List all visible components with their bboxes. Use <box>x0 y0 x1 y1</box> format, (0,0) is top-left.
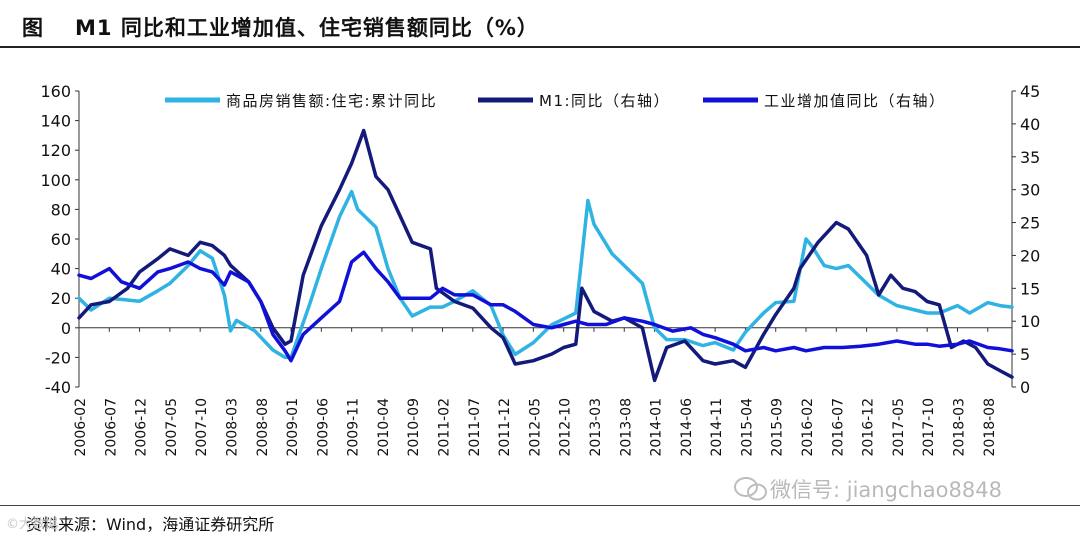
left-tick-label: 160 <box>40 82 71 101</box>
left-tick-label: 100 <box>40 171 71 190</box>
x-tick-label: 2009-01 <box>285 398 301 457</box>
x-tick-label: 2008-08 <box>255 398 271 457</box>
x-tick-label: 2012-10 <box>558 398 574 457</box>
source-note: 资料来源：Wind，海通证券研究所 <box>26 515 275 534</box>
right-tick-label: 25 <box>1020 214 1040 233</box>
wechat-icon <box>734 477 767 501</box>
figure-title: M1 同比和工业增加值、住宅销售额同比（%） <box>75 16 539 40</box>
x-tick-label: 2015-04 <box>739 398 755 457</box>
left-tick-label: 0 <box>61 319 71 338</box>
x-tick-label: 2006-07 <box>103 398 119 457</box>
legend-label-2: M1:同比（右轴） <box>539 92 670 110</box>
x-tick-label: 2014-01 <box>649 398 665 457</box>
x-tick-label: 2007-05 <box>164 398 180 457</box>
x-tick-label: 2016-02 <box>800 398 816 457</box>
x-tick-label: 2009-06 <box>315 398 331 457</box>
right-tick-label: 20 <box>1020 246 1040 265</box>
right-tick-label: 45 <box>1020 82 1040 101</box>
x-tick-label: 2015-09 <box>770 398 786 457</box>
x-tick-label: 2011-02 <box>437 398 453 457</box>
left-tick-label: 60 <box>51 230 71 249</box>
left-tick-label: 120 <box>40 141 71 160</box>
left-tick-label: 40 <box>51 260 71 279</box>
x-tick-label: 2006-02 <box>73 398 89 457</box>
series-line-1 <box>77 189 1014 360</box>
x-tick-label: 2017-10 <box>921 398 937 457</box>
series-line-2 <box>77 128 1014 383</box>
x-tick-label: 2018-03 <box>951 398 967 457</box>
x-tick-label: 2010-09 <box>406 398 422 457</box>
figure-title-row: 图 M1 同比和工业增加值、住宅销售额同比（%） <box>0 0 1080 48</box>
x-tick-label: 2013-08 <box>618 398 634 457</box>
x-tick-label: 2014-11 <box>709 398 725 457</box>
figure-label: 图 <box>22 16 43 40</box>
watermark-text: 微信号: jiangchao8848 <box>770 478 1002 502</box>
line-chart: -40 -20 0 20 40 60 80 100 120 140 160 0 5 10 15 20 25 30 3… <box>40 82 1040 457</box>
x-tick-label: 2009-11 <box>346 398 362 457</box>
right-tick-label: 0 <box>1020 378 1030 397</box>
x-tick-label: 2018-08 <box>982 398 998 457</box>
legend-label-1: 商品房销售额:住宅:累计同比 <box>226 92 437 110</box>
x-tick-label: 2011-07 <box>467 398 483 457</box>
right-tick-label: 10 <box>1020 312 1040 331</box>
footer-rule <box>0 505 1080 506</box>
left-tick-label: 20 <box>51 289 71 308</box>
x-tick-label: 2013-03 <box>588 398 604 457</box>
left-tick-label: 80 <box>51 200 71 219</box>
x-tick-label: 2014-06 <box>679 398 695 457</box>
series-line-3 <box>77 250 1014 363</box>
x-tick-label: 2017-05 <box>891 398 907 457</box>
title-rule <box>0 46 1080 48</box>
right-tick-label: 15 <box>1020 279 1040 298</box>
x-tick-label: 2007-10 <box>194 398 210 457</box>
x-tick-label: 2012-05 <box>527 398 543 457</box>
right-tick-label: 5 <box>1020 345 1030 364</box>
left-tick-label: -40 <box>45 378 71 397</box>
right-tick-label: 30 <box>1020 181 1040 200</box>
x-tick-label: 2016-12 <box>861 398 877 457</box>
x-tick-label: 2010-04 <box>376 398 392 457</box>
x-tick-label: 2006-12 <box>134 398 150 457</box>
left-tick-label: -20 <box>45 348 71 367</box>
right-tick-label: 40 <box>1020 115 1040 134</box>
x-tick-label: 2008-03 <box>224 398 240 457</box>
legend-label-3: 工业增加值同比（右轴） <box>764 92 946 110</box>
corner-watermark: ©大数据 <box>6 517 59 532</box>
x-tick-label: 2011-12 <box>497 398 513 457</box>
left-tick-label: 140 <box>40 112 71 131</box>
x-tick-label: 2016-07 <box>830 398 846 457</box>
right-tick-label: 35 <box>1020 148 1040 167</box>
